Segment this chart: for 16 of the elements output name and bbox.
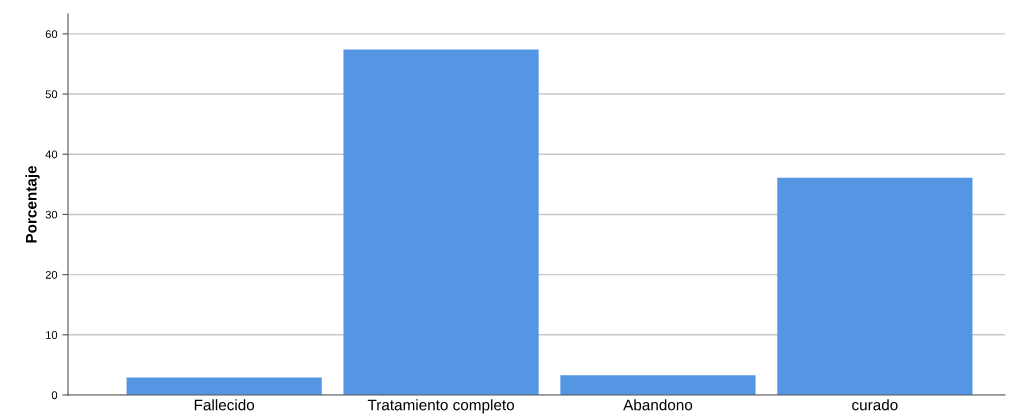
x-tick-label: Tratamiento completo [367,399,515,414]
x-tick-label: curado [852,399,898,411]
y-tick-label: 10 [46,331,58,339]
y-tick-label: 60 [45,30,58,38]
x-tick-label: Abandono [623,399,693,411]
bar [777,177,973,395]
y-tick-label: 50 [45,90,58,99]
y-tick-label: 20 [45,270,58,279]
bar [560,375,756,395]
x-tick-label: Fallecido [194,399,255,411]
y-tick-label: 0 [51,391,58,400]
y-tick-label: 30 [45,210,58,219]
y-tick-label: 40 [45,150,58,159]
bar [343,49,539,395]
bar [126,377,322,395]
y-axis-title: Porcentaje [25,165,40,243]
